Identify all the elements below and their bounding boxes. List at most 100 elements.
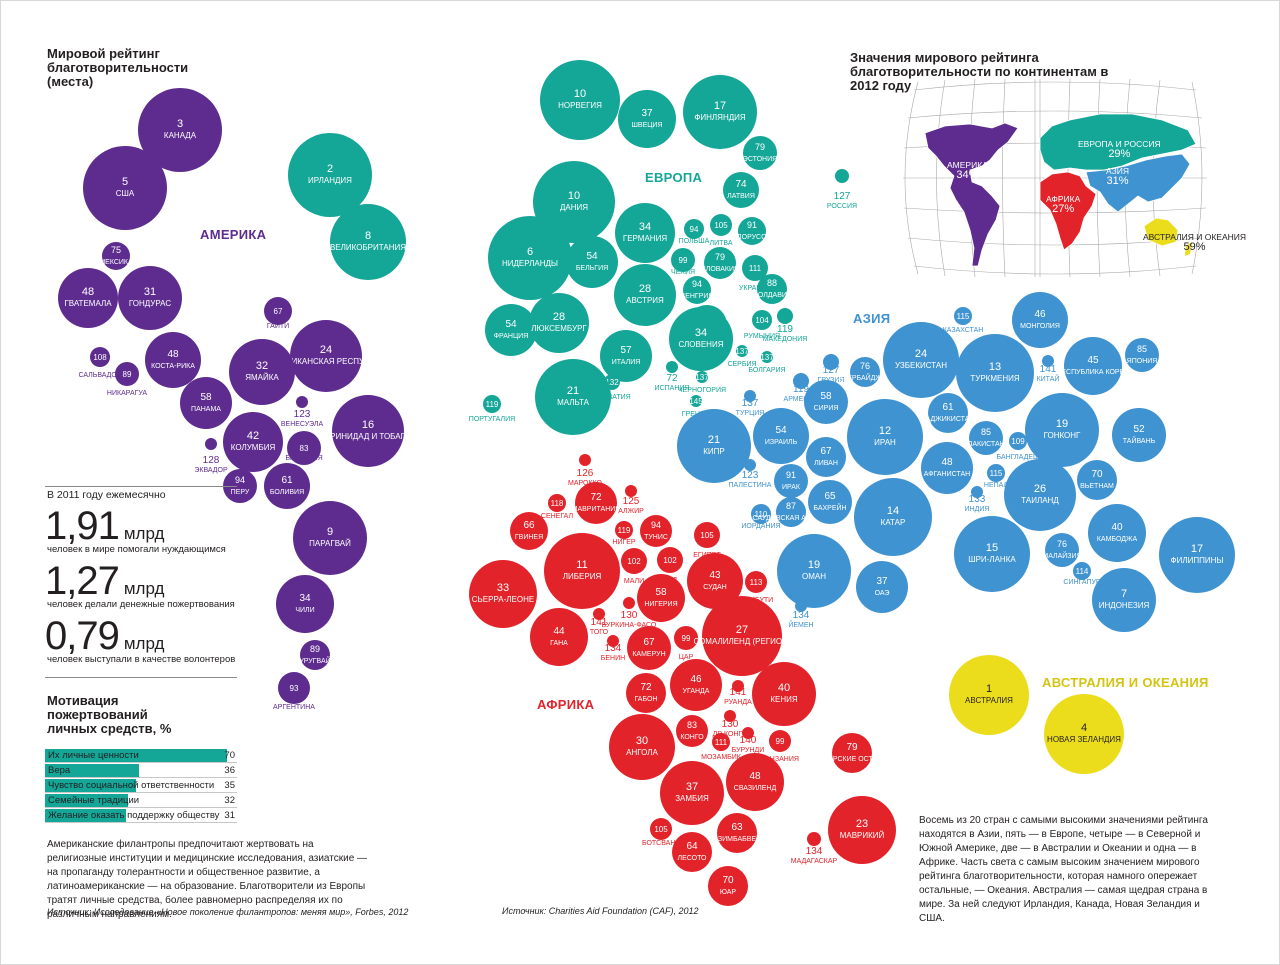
bubble-asia (776, 497, 806, 527)
bubble-country: СЬЕРРА-ЛЕОНЕ (472, 595, 534, 604)
bubble-rank: 15 (986, 542, 998, 554)
continent-value: 27% (1052, 203, 1075, 215)
continent-value: 31% (1106, 175, 1129, 187)
bubble-country: УКРАИНА (739, 285, 771, 292)
bubble-asia (1025, 393, 1099, 467)
stat-value: 1,91 (45, 504, 120, 548)
bubble-rank: 115 (957, 312, 970, 321)
motivation-row: Семейные традиции 32 (45, 793, 237, 808)
bubble-country: ЧИЛИ (295, 607, 314, 614)
bubble-rank: 72 (590, 492, 602, 503)
bubble-america (223, 469, 257, 503)
bubble-rank: 48 (941, 457, 953, 468)
bubble-country: КИПР (703, 447, 725, 456)
bubble-country: ТУРЦИЯ (736, 410, 765, 417)
bubble-europe (752, 310, 772, 330)
motivation-label: Семейные традиции (48, 795, 140, 806)
bubble-rank: 17 (1191, 543, 1203, 555)
bubble-country: БОЛГАРИЯ (748, 367, 785, 374)
motivation-row: Чувство социальной ответственности 35 (45, 778, 237, 793)
bubble-country: ГОНДУРАС (129, 299, 171, 308)
bubble-country: ИЗРАИЛЬ (765, 439, 798, 446)
bubble-rank: 16 (362, 419, 374, 431)
bubble-country: МАДАГАСКАР (791, 858, 838, 865)
bubble-rank: 99 (679, 256, 688, 265)
bubble-europe (666, 361, 678, 373)
bubble-asia (921, 442, 973, 494)
bubble-rank: 108 (93, 353, 107, 362)
map-label-asia: АЗИЯ 31% (1106, 166, 1129, 187)
bubble-asia (856, 561, 908, 613)
bubble-country: ТАНЗАНИЯ (761, 756, 799, 763)
bubble-rank: 79 (755, 142, 765, 152)
bubble-country: ЛИТВА (709, 240, 732, 247)
bubble-country: РЕСПУБЛИКА КОРЕЯ (1057, 369, 1130, 376)
bubble-country: БОТСВАНА (642, 840, 680, 847)
bubble-rank: 130 (621, 610, 638, 621)
bubble-country: ТАДЖИКИСТАН (922, 416, 975, 423)
bubble-country: НОРВЕГИЯ (558, 101, 602, 110)
stat-description: человек в мире помогали нуждающимся (47, 544, 226, 555)
motivation-bar (45, 764, 139, 777)
bubble-rank: 65 (824, 491, 836, 502)
bubble-rank: 134 (605, 643, 622, 654)
bubble-country: БРАЗИЛИЯ (285, 455, 322, 462)
stat-description: человек выступали в качестве волонтеров (47, 654, 236, 665)
bubble-rank: 79 (846, 742, 858, 753)
bubble-country: СУДАН (703, 584, 726, 591)
bubble-rank: 66 (523, 520, 535, 531)
bubble-rank: 10 (568, 190, 580, 202)
bubble-europe (288, 133, 372, 217)
bubble-country: НИГЕР (612, 539, 636, 546)
us-philanthropy-paragraph: Американские филантропы предпочитают жер… (47, 839, 368, 920)
bubble-country: ЗИМБАБВЕ (718, 836, 756, 843)
motivation-value: 32 (224, 795, 235, 806)
bubble-africa (724, 710, 736, 722)
region-label-asia: АЗИЯ (853, 311, 891, 326)
bubble-rank: 37 (876, 576, 888, 587)
bubble-america (58, 268, 118, 328)
bubble-asia (777, 534, 851, 608)
bubble-rank: 19 (1056, 418, 1068, 430)
bubble-africa (742, 727, 754, 739)
bubble-rank: 28 (553, 311, 565, 323)
bubble-country: ТУРКМЕНИЯ (970, 374, 1019, 383)
bubble-country: ГАИТИ (267, 323, 289, 330)
bubble-africa (593, 608, 605, 620)
bubble-rank: 6 (527, 246, 533, 258)
region-label-africa: АФРИКА (537, 697, 595, 712)
bubble-country: ИНДИЯ (965, 506, 990, 513)
bubble-country: ИРЛАНДИЯ (308, 176, 352, 185)
bubble-africa (752, 662, 816, 726)
bubble-rank: 110 (755, 510, 768, 519)
region-label-europe: ЕВРОПА (645, 170, 703, 185)
continent-value: 34% (956, 169, 979, 181)
motivation-row: Их личные ценности 70 (45, 748, 237, 763)
bubble-oceania (1044, 694, 1124, 774)
bubble-rank: 14 (887, 505, 899, 517)
bubble-asia (1073, 562, 1091, 580)
bubble-country: ИРАН (874, 438, 896, 447)
bubble-rank: 2 (327, 163, 333, 175)
bubble-country: СОМАЛИЛЕНД (РЕГИОН) (693, 637, 790, 646)
bubble-country: МАВРИКИЙ (840, 831, 885, 840)
map-america (924, 122, 1019, 267)
bubble-rank: 94 (651, 520, 661, 530)
bubble-rank: 104 (755, 316, 769, 325)
source-left: Источник: Исследование «Новое поколение … (47, 907, 409, 917)
bubble-rank: 76 (1057, 539, 1067, 549)
bubble-country: МОЛДАВИЯ (752, 292, 792, 299)
bubble-rank: 119 (777, 324, 793, 335)
map-label-america: АМЕРИКА 34% (947, 160, 988, 181)
bubble-europe (723, 172, 759, 208)
motivation-row: Вера 36 (45, 763, 237, 778)
continent-name: АФРИКА (1046, 194, 1081, 204)
bubble-europe (743, 136, 777, 170)
bubble-country: АНГОЛА (626, 748, 658, 757)
bubble-country: БОЛИВИЯ (270, 489, 304, 496)
bubble-rank: 44 (553, 626, 565, 637)
bubble-asia (1092, 568, 1156, 632)
bubble-rank: 141 (730, 687, 747, 698)
bubble-country: ДР КОНГО (713, 731, 748, 738)
bubble-rank: 137 (735, 347, 749, 356)
